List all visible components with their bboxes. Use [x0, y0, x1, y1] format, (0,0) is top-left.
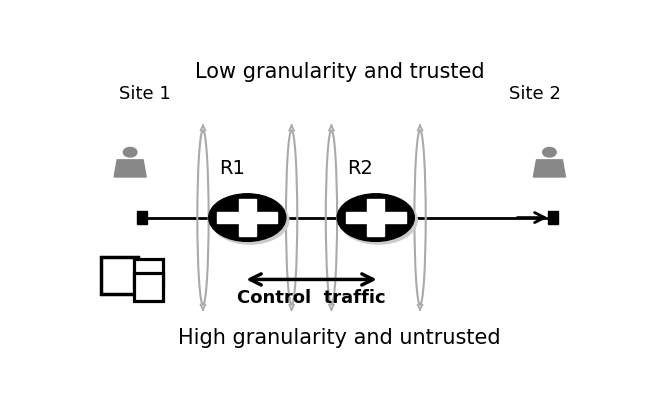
Circle shape [211, 196, 289, 244]
Polygon shape [114, 160, 146, 177]
Bar [135, 273, 163, 301]
Text: Site 1: Site 1 [119, 85, 170, 103]
Text: R1: R1 [219, 159, 245, 178]
Bar [548, 211, 558, 224]
Bar [135, 259, 163, 288]
Ellipse shape [123, 147, 137, 157]
Text: Control  traffic: Control traffic [237, 289, 386, 307]
Bar [101, 257, 138, 294]
Circle shape [339, 196, 417, 244]
Bar [345, 212, 406, 223]
Circle shape [337, 194, 414, 241]
Bar [367, 199, 385, 236]
Bar [217, 212, 277, 223]
Circle shape [209, 194, 286, 241]
Bar [239, 199, 256, 236]
Text: R2: R2 [347, 159, 373, 178]
Polygon shape [534, 160, 566, 177]
Text: Low granularity and trusted: Low granularity and trusted [195, 62, 485, 82]
Text: Site 2: Site 2 [509, 85, 561, 103]
Text: High granularity and untrusted: High granularity and untrusted [178, 328, 501, 348]
Ellipse shape [542, 147, 556, 157]
Bar [137, 211, 147, 224]
